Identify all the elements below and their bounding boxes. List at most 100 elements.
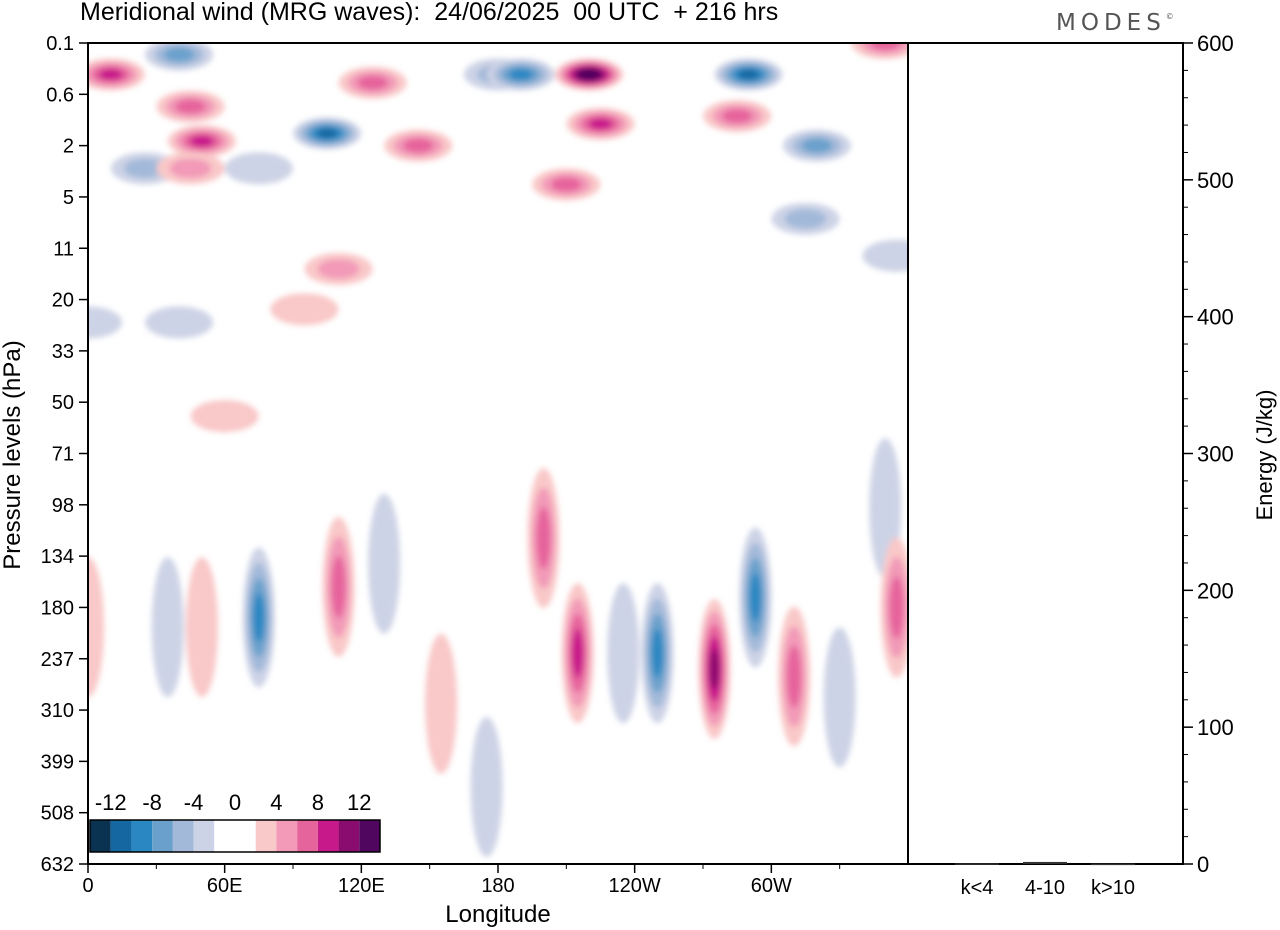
y-axis: 0.1 0.6 2 5 11 20 33 50 71 98 134 180 237 310 399 508 63… (41, 33, 88, 876)
colorbar-label: 8 (312, 790, 324, 815)
x-axis: 0 60E 120E 180 120W 60W (82, 864, 841, 897)
energy-tick-label: 400 (1197, 305, 1234, 330)
colorbar-swatch (193, 820, 215, 852)
y-axis-label: Pressure levels (hPa) (0, 340, 26, 569)
wind-feature (641, 583, 674, 724)
wind-feature (145, 43, 214, 71)
colorbar-label: -8 (142, 790, 162, 815)
wind-feature (739, 527, 772, 668)
wind-feature (607, 583, 640, 724)
colorbar-swatch (235, 820, 256, 852)
energy-bar (1023, 861, 1067, 864)
colorbar-swatch (297, 820, 318, 852)
x-tick-label: 120W (609, 875, 661, 897)
energy-bars: k<4 4-10 k>10 (955, 861, 1135, 899)
wind-feature (703, 100, 772, 133)
wind-feature (425, 633, 458, 774)
x-tick-label: 60W (751, 875, 792, 897)
energy-tick-label: 300 (1197, 442, 1234, 467)
wind-feature (782, 129, 851, 162)
wind-feature (862, 239, 908, 272)
colorbar-swatch (131, 820, 153, 852)
energy-category-label: 4-10 (1025, 877, 1065, 899)
wind-feature (470, 716, 503, 857)
energy-tick-label: 500 (1197, 168, 1234, 193)
x-tick-label: 120E (338, 875, 385, 897)
wind-feature (293, 117, 362, 150)
wind-feature (698, 598, 731, 739)
energy-category-label: k<4 (961, 877, 994, 899)
wind-feature (190, 400, 259, 433)
y-tick-label: 11 (53, 238, 74, 260)
y-tick-label: 5 (63, 187, 74, 209)
energy-tick-label: 600 (1197, 31, 1234, 56)
y-tick-label: 33 (52, 341, 74, 363)
colorbar-swatch (276, 820, 298, 852)
colorbar-label: 0 (229, 790, 241, 815)
logo-text: MODES (1056, 10, 1166, 36)
colorbar-swatch (214, 820, 235, 852)
modes-logo: MODES© (1056, 10, 1174, 36)
colorbar-label: 12 (347, 790, 371, 815)
wind-feature (151, 557, 184, 698)
wind-feature (532, 168, 601, 201)
wind-feature (851, 43, 908, 59)
y-tick-label: 20 (52, 290, 74, 312)
wind-feature (88, 306, 122, 339)
wind-feature (771, 202, 840, 235)
colorbar-label: -12 (95, 790, 127, 815)
wind-feature (778, 606, 811, 747)
energy-tick-label: 0 (1197, 852, 1209, 877)
wind-feature (527, 468, 560, 609)
y-tick-label: 237 (41, 649, 74, 671)
y-tick-label: 508 (41, 803, 74, 825)
y-tick-label: 98 (52, 495, 74, 517)
x-tick-label: 180 (481, 875, 514, 897)
wind-feature (88, 58, 145, 91)
x-tick-label: 60E (207, 875, 243, 897)
colorbar-swatch (359, 820, 380, 852)
y-tick-label: 134 (41, 546, 74, 568)
wind-feature (167, 125, 236, 158)
wind-feature (270, 293, 339, 326)
y-tick-label: 180 (41, 597, 74, 619)
colorbar-swatch (152, 820, 173, 852)
wind-feature (486, 58, 555, 91)
energy-bar (955, 863, 999, 865)
wind-feature (224, 152, 293, 185)
wind-feature (88, 557, 104, 698)
wind-feature (384, 129, 453, 162)
energy-tick-label: 100 (1197, 715, 1234, 740)
energy-bar (1091, 863, 1135, 866)
y-tick-label: 0.1 (46, 33, 74, 55)
wind-feature (304, 252, 373, 285)
chart-title: Meridional wind (MRG waves): 24/06/2025 … (80, 0, 779, 26)
y-tick-label: 0.6 (46, 84, 74, 106)
energy-axis-label: Energy (J/kg) (1252, 390, 1277, 521)
y-tick-label: 632 (41, 854, 74, 876)
energy-y-axis: 0 100 200 300 400 500 600 (1183, 31, 1234, 877)
wind-feature (156, 152, 225, 185)
colorbar-swatch (255, 820, 277, 852)
wind-feature (242, 547, 275, 688)
energy-panel-frame (907, 42, 1184, 865)
energy-category-label: k>10 (1091, 877, 1135, 899)
wind-feature (156, 90, 225, 123)
colorbar-label: -4 (184, 790, 204, 815)
colorbar: -12 -8 -4 0 4 8 12 (89, 790, 381, 853)
y-tick-label: 2 (63, 136, 74, 158)
y-tick-label: 71 (52, 444, 74, 466)
x-tick-label: 0 (82, 875, 93, 897)
wind-feature (368, 493, 401, 634)
wind-feature (322, 516, 355, 657)
colorbar-swatch (338, 820, 360, 852)
colorbar-label: 4 (270, 790, 282, 815)
wind-feature (555, 58, 624, 91)
y-tick-label: 399 (41, 751, 74, 773)
colorbar-swatch (172, 820, 194, 852)
wind-contour-field (88, 43, 908, 857)
wind-feature (338, 66, 407, 99)
colorbar-swatch (110, 820, 132, 852)
x-axis-label: Longitude (445, 901, 550, 928)
